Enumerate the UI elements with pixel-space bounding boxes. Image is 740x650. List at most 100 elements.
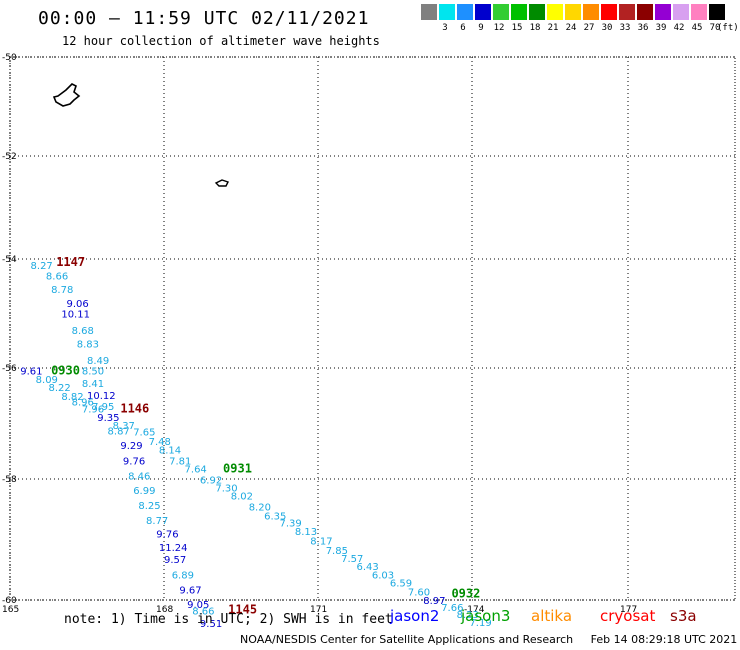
- wave-height-value: 6.92: [200, 475, 222, 486]
- map-title: 00:00 – 11:59 UTC 02/11/2021: [38, 8, 370, 29]
- legend-swatch: [529, 4, 546, 20]
- wave-height-value: 7.19: [469, 618, 491, 629]
- longitude-label: 165: [2, 605, 19, 615]
- legend-swatch: [565, 4, 582, 20]
- wave-height-value: 7.85: [326, 546, 348, 557]
- legend-label: 27: [583, 23, 595, 33]
- wave-height-value: 9.67: [179, 585, 201, 596]
- wave-height-value: 8.83: [77, 340, 99, 351]
- legend-swatch: [691, 4, 708, 20]
- legend-swatch: [601, 4, 618, 20]
- wave-height-value: 9.76: [123, 456, 145, 467]
- wave-height-value: 9.35: [97, 413, 119, 424]
- wave-height-value: 8.49: [87, 356, 109, 367]
- latitude-label: -52: [2, 152, 17, 162]
- legend-label: 15: [511, 23, 523, 33]
- wave-height-value: 8.09: [36, 375, 58, 386]
- wave-height-value: 8.46: [128, 471, 150, 482]
- wave-height-value: 10.11: [61, 310, 90, 321]
- wave-height-value: 8.68: [72, 326, 94, 337]
- satellite-name-jason2: jason2: [390, 607, 440, 625]
- legend-label: 18: [529, 23, 541, 33]
- wave-height-value: 8.25: [138, 501, 160, 512]
- wave-height-value: 8.87: [108, 426, 130, 437]
- campbell-island: [214, 179, 229, 187]
- wave-height-value: 8.66: [192, 607, 214, 618]
- satellite-name-altika: altika: [531, 607, 573, 625]
- pass-time-label: 1145: [228, 603, 257, 617]
- wave-height-value: 11.24: [159, 543, 188, 554]
- wave-height-value: 8.02: [231, 492, 253, 503]
- wave-height-value: 8.77: [146, 516, 168, 527]
- latitude-label: -60: [2, 596, 17, 606]
- legend-swatch: [637, 4, 654, 20]
- legend-label: 21: [547, 23, 559, 33]
- wave-height-value: 6.03: [372, 570, 394, 581]
- wave-height-value: 8.37: [113, 421, 135, 432]
- satellite-name-s3a: s3a: [670, 607, 697, 625]
- credit-timestamp: Feb 14 08:29:18 UTC 2021: [590, 633, 738, 646]
- pass-time-labels: 1147 0930 1146 0931 1145 0932: [51, 255, 480, 617]
- wave-height-value: 8.14: [159, 445, 181, 456]
- legend-swatch: [547, 4, 564, 20]
- wave-height-value: 7.81: [169, 456, 191, 467]
- legend-label: 36: [637, 23, 649, 33]
- wave-height-value: 8.50: [82, 367, 104, 378]
- legend-swatch: [619, 4, 636, 20]
- legend-swatch: [439, 4, 456, 20]
- wave-height-value: 7.57: [341, 554, 363, 565]
- wave-height-value: 7.95: [92, 402, 114, 413]
- wave-height-value: 8.22: [49, 383, 71, 394]
- wave-height-value: 7.64: [185, 464, 207, 475]
- wave-height-value: 9.76: [156, 530, 178, 541]
- wave-height-value: 8.20: [249, 502, 271, 513]
- wave-height-value: 8.13: [295, 527, 317, 538]
- legend-label: 24: [565, 23, 577, 33]
- wave-height-value: 7.65: [133, 427, 155, 438]
- wave-height-value: 7.60: [408, 588, 430, 599]
- longitude-label: -174: [464, 605, 485, 615]
- legend-label: 6: [460, 23, 466, 33]
- credit-line: NOAA/NESDIS Center for Satellite Applica…: [240, 633, 737, 646]
- latitude-label: -58: [2, 475, 17, 485]
- legend-label: 30: [601, 23, 613, 33]
- legend-label: 42: [673, 23, 685, 33]
- legend-swatch: [421, 4, 438, 20]
- pass-time-label: 0930: [51, 364, 80, 378]
- wave-height-value: 10.12: [87, 391, 116, 402]
- map-subtitle: 12 hour collection of altimeter wave hei…: [62, 34, 380, 48]
- legend-swatch: [511, 4, 528, 20]
- wave-height-value: 6.59: [390, 578, 412, 589]
- legend-swatch: [709, 4, 726, 20]
- wave-height-color-legend: 3 6 9 12 15 18 21 24 27 30 33 36 39 42 45 70 (ft): [421, 4, 739, 34]
- satellite-name-jason3: jason3: [461, 607, 511, 625]
- legend-label: 12: [493, 23, 505, 33]
- wave-height-value: 8.66: [46, 272, 68, 283]
- wave-height-value: 8.78: [51, 285, 73, 296]
- legend-label: 33: [619, 23, 631, 33]
- longitude-label: 168: [156, 605, 173, 615]
- land-features: [52, 83, 229, 187]
- legend-label: 3: [442, 23, 448, 33]
- legend-swatch: [673, 4, 690, 20]
- wave-height-value: 9.51: [200, 619, 222, 630]
- wave-height-value: 9.61: [20, 367, 42, 378]
- wave-height-value: 7.39: [280, 519, 302, 530]
- wave-height-value: 8.41: [82, 379, 104, 390]
- pass-time-label: 1147: [56, 255, 85, 269]
- wave-height-value: 9.57: [164, 555, 186, 566]
- legend-swatch: [475, 4, 492, 20]
- auckland-islands: [52, 83, 81, 107]
- wave-height-value: 9.06: [66, 299, 88, 310]
- longitude-label: 177: [620, 605, 637, 615]
- map-note: note: 1) Time is in UTC; 2) SWH is in fe…: [64, 612, 393, 627]
- latitude-label: -50: [2, 53, 17, 63]
- wave-height-value: 7.96: [82, 405, 104, 416]
- longitude-label: 171: [310, 605, 327, 615]
- wave-height-value: 6.89: [172, 570, 194, 581]
- wave-height-value: 6.43: [357, 562, 379, 573]
- pass-time-label: 0932: [451, 586, 480, 600]
- wave-height-value: 8.96: [72, 398, 94, 409]
